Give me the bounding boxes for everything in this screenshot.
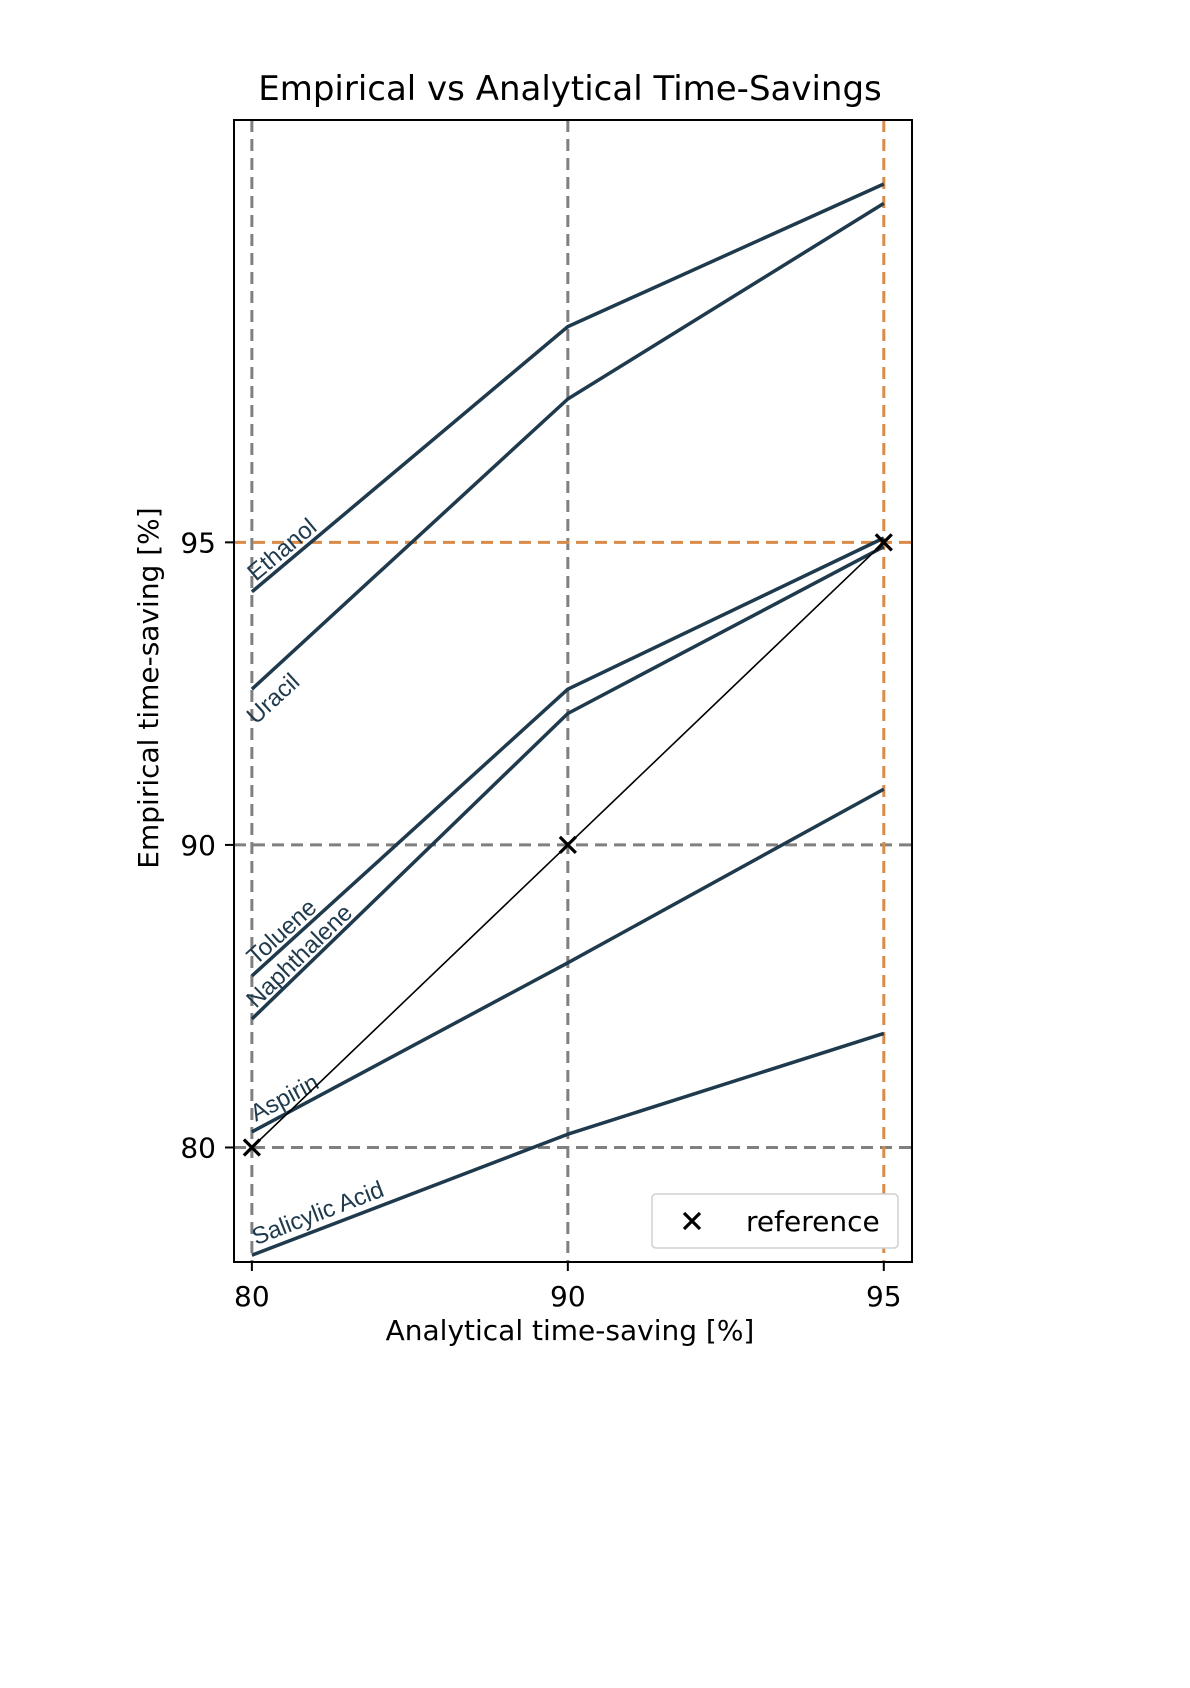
x-tick-label: 90 <box>550 1280 586 1313</box>
series-line-salicylic-acid <box>251 1031 885 1257</box>
series-line-naphthalene <box>250 545 885 1021</box>
y-tick-label: 80 <box>180 1131 216 1164</box>
chart-title: Empirical vs Analytical Time-Savings <box>258 69 882 109</box>
reference-marker <box>558 835 577 855</box>
y-tick-label: 95 <box>180 526 216 559</box>
series-line-ethanol <box>250 182 885 594</box>
y-tick-label: 90 <box>180 829 216 862</box>
reference-marker <box>874 533 893 552</box>
legend-marker-reference <box>682 1211 702 1231</box>
series-line-aspirin <box>251 787 885 1134</box>
series-line-toluene <box>250 536 885 978</box>
x-axis-label: Analytical time-saving [%] <box>386 1314 755 1347</box>
reference-marker <box>242 1138 262 1157</box>
y-axis-label: Empirical time-saving [%] <box>132 507 165 868</box>
plot-frame <box>233 119 913 1263</box>
legend-box <box>651 1193 899 1249</box>
legend-label-reference: reference <box>746 1205 880 1238</box>
series-line-uracil <box>250 201 885 691</box>
x-tick-label: 80 <box>234 1280 270 1313</box>
x-tick-label: 95 <box>866 1280 902 1313</box>
